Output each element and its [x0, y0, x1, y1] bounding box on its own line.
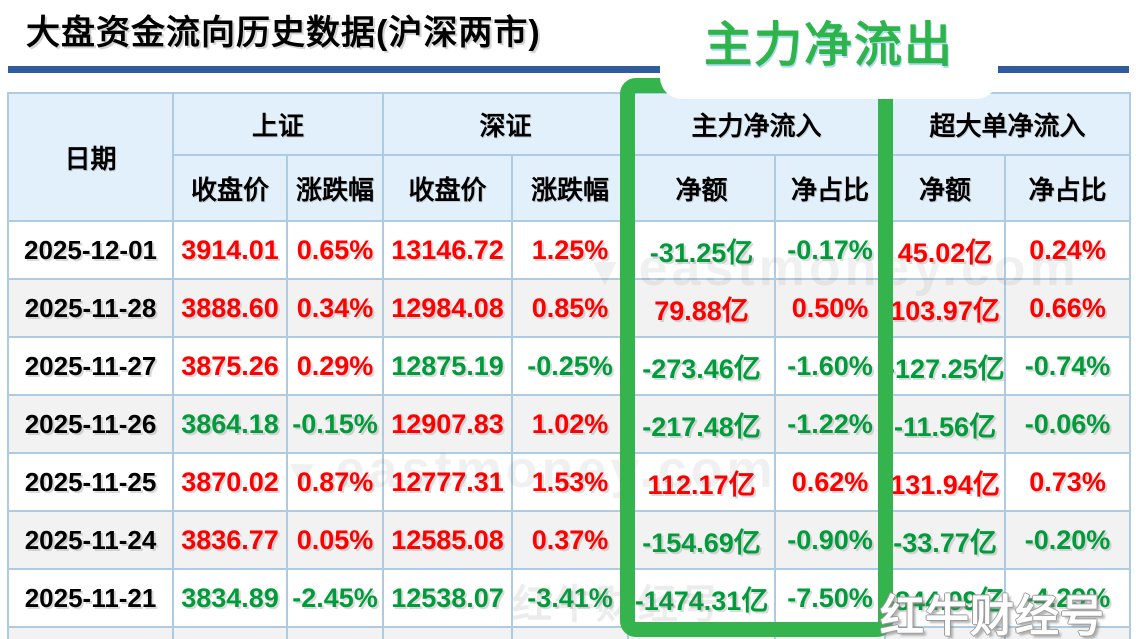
col-header-sz-change: 涨跌幅	[511, 154, 630, 222]
cell-sh-close: 3875.26	[172, 336, 288, 396]
cell-main-net: -217.48亿	[627, 394, 777, 454]
cell-xl-ratio: 0.73%	[1004, 452, 1132, 512]
callout-main-net-outflow-label: 主力净流出	[703, 19, 954, 72]
col-header-sh-change: 涨跌幅	[285, 154, 385, 222]
cell-sz-change: 0.85%	[511, 278, 630, 338]
cell-date: 2025-11-26	[7, 394, 174, 454]
cell-sh-change: 0.29%	[285, 336, 385, 396]
cell-main-ratio: -0.90%	[774, 510, 887, 570]
col-header-sh-close: 收盘价	[172, 154, 288, 222]
cell-date: 2025-11-27	[7, 336, 174, 396]
cell-date: 2025-11-25	[7, 452, 174, 512]
cell-date: 2025-11-21	[7, 568, 174, 628]
col-group-main-net-inflow: 主力净流入	[627, 92, 887, 156]
callout-box: 主力净流出	[660, 0, 998, 99]
table-row: 2025-11-27 3875.26 0.29% 12875.19 -0.25%…	[7, 336, 1132, 396]
cell-xl-net: 103.97亿	[884, 278, 1007, 338]
col-header-main-ratio: 净占比	[774, 154, 887, 222]
col-group-shanghai: 上证	[171, 92, 385, 156]
cell-main-ratio: 0.50%	[774, 278, 887, 338]
cell-xl-net: -11.56亿	[884, 394, 1007, 454]
cell-sh-change: -0.15%	[285, 394, 385, 454]
cell-sh-close: 3870.02	[172, 452, 288, 512]
cell-sz-change: 0.37%	[511, 510, 630, 570]
cell-sh-change: 0.05%	[285, 510, 385, 570]
cell-sh-close: 3864.18	[172, 394, 288, 454]
cell-sh-close: 3836.77	[172, 510, 288, 570]
table-row: 2025-11-21 3834.89 -2.45% 12538.07 -3.41…	[7, 568, 1132, 628]
cell-sz-close: 12984.08	[382, 278, 514, 338]
cell-sz-close: 12907.83	[382, 394, 514, 454]
col-header-main-net: 净额	[627, 154, 777, 222]
cell-main-net: 112.17亿	[627, 452, 777, 512]
col-header-xl-ratio: 净占比	[1004, 154, 1132, 222]
cell-sz-close: 12777.31	[382, 452, 514, 512]
table-row: 2025-11-28 3888.60 0.34% 12984.08 0.85% …	[7, 278, 1132, 338]
cell-main-ratio: -7.50%	[774, 568, 887, 628]
cell-sz-change: 1.02%	[511, 394, 630, 454]
table-row: 2025-11-26 3864.18 -0.15% 12907.83 1.02%…	[7, 394, 1132, 454]
table-row: 2025-11-24 3836.77 0.05% 12585.08 0.37% …	[7, 510, 1132, 570]
cell-xl-ratio: -0.74%	[1004, 336, 1132, 396]
cell-main-ratio: -1.60%	[774, 336, 887, 396]
cell-xl-ratio: -0.20%	[1004, 510, 1132, 570]
cell-sz-change: 1.25%	[511, 220, 630, 280]
cell-sh-change: 0.34%	[285, 278, 385, 338]
cell-xl-net: 45.02亿	[884, 220, 1007, 280]
title-divider-rule	[8, 66, 1129, 73]
cell-date: 2025-12-01	[7, 220, 174, 280]
page-title: 大盘资金流向历史数据(沪深两市)	[26, 14, 541, 52]
cell-sh-close: 3914.01	[172, 220, 288, 280]
cell-xl-ratio: -0.06%	[1004, 394, 1132, 454]
cell-main-net: -273.46亿	[627, 336, 777, 396]
col-group-shenzhen: 深证	[382, 92, 630, 156]
cell-sh-close: 3888.60	[172, 278, 288, 338]
col-group-xlarge-net-inflow: 超大单净流入	[884, 92, 1132, 156]
table-row-partial	[7, 626, 1132, 639]
cell-main-ratio: -1.22%	[774, 394, 887, 454]
cell-main-net: -31.25亿	[627, 220, 777, 280]
col-header-date: 日期	[7, 92, 174, 222]
cell-xl-ratio: 0.66%	[1004, 278, 1132, 338]
cell-sh-change: 0.87%	[285, 452, 385, 512]
cell-main-ratio: 0.62%	[774, 452, 887, 512]
cell-date: 2025-11-24	[7, 510, 174, 570]
cell-sz-close: 12538.07	[382, 568, 514, 628]
col-header-xl-net: 净额	[884, 154, 1007, 222]
cell-xl-ratio: -4.29%	[1004, 568, 1132, 628]
cell-main-ratio: -0.17%	[774, 220, 887, 280]
cell-sh-change: 0.65%	[285, 220, 385, 280]
cell-sh-close: 3834.89	[172, 568, 288, 628]
cell-xl-net: -127.25亿	[884, 336, 1007, 396]
table-row: 2025-12-01 3914.01 0.65% 13146.72 1.25% …	[7, 220, 1132, 280]
cell-sz-change: 1.53%	[511, 452, 630, 512]
col-header-sz-close: 收盘价	[382, 154, 514, 222]
table-row: 2025-11-25 3870.02 0.87% 12777.31 1.53% …	[7, 452, 1132, 512]
capital-flow-table: 日期 上证 深证 主力净流入 超大单净流入 收盘价 涨跌幅 收盘价 涨跌幅 净额…	[7, 92, 1132, 639]
cell-date: 2025-11-28	[7, 278, 174, 338]
cell-main-net: -154.69亿	[627, 510, 777, 570]
cell-sh-change: -2.45%	[285, 568, 385, 628]
cell-main-net: 79.88亿	[627, 278, 777, 338]
cell-sz-close: 13146.72	[382, 220, 514, 280]
cell-sz-close: 12875.19	[382, 336, 514, 396]
cell-sz-change: -0.25%	[511, 336, 630, 396]
capital-flow-table-wrap: 日期 上证 深证 主力净流入 超大单净流入 收盘价 涨跌幅 收盘价 涨跌幅 净额…	[7, 92, 1132, 639]
cell-xl-net: -844.09亿	[884, 568, 1007, 628]
cell-main-net: -1474.31亿	[627, 568, 777, 628]
cell-xl-net: -33.77亿	[884, 510, 1007, 570]
cell-xl-ratio: 0.24%	[1004, 220, 1132, 280]
cell-sz-close: 12585.08	[382, 510, 514, 570]
cell-xl-net: 131.94亿	[884, 452, 1007, 512]
cell-sz-change: -3.41%	[511, 568, 630, 628]
